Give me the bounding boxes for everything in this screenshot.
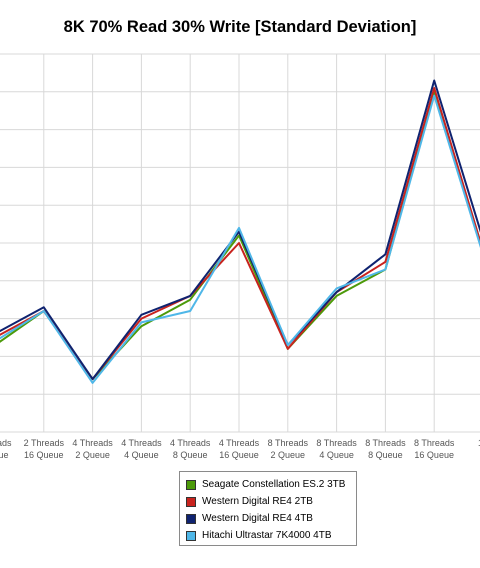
x-tick-label: 16 Queue bbox=[24, 450, 64, 460]
legend-swatch bbox=[186, 513, 196, 524]
x-tick-label: 4 Queue bbox=[319, 450, 354, 460]
x-tick-label: 2 Queue bbox=[271, 450, 306, 460]
series-line bbox=[0, 79, 480, 381]
series-line bbox=[0, 94, 480, 384]
legend-item: Seagate Constellation ES.2 3TB bbox=[186, 476, 356, 493]
series-lines bbox=[0, 79, 480, 384]
x-tick-labels: Threads Queue 2 Threads 16 Queue 4 Threads 2 … bbox=[0, 438, 480, 460]
x-tick-label: 8 Threads bbox=[414, 438, 455, 448]
legend-item: Hitachi Ultrastar 7K4000 4TB bbox=[186, 527, 356, 544]
x-tick-label: 8 Threads bbox=[268, 438, 309, 448]
legend-label: Hitachi Ultrastar 7K4000 4TB bbox=[202, 530, 332, 541]
legend-item: Western Digital RE4 4TB bbox=[186, 510, 356, 527]
legend-swatch bbox=[186, 530, 196, 541]
x-tick-label: 2 Queue bbox=[75, 450, 110, 460]
x-tick-label: 4 Threads bbox=[72, 438, 113, 448]
x-tick-label: 16 Queue bbox=[414, 450, 454, 460]
legend: Seagate Constellation ES.2 3TB Western Di… bbox=[179, 471, 357, 546]
x-tick-label: 4 Threads bbox=[170, 438, 211, 448]
x-tick-label: 8 Threads bbox=[316, 438, 357, 448]
legend-swatch bbox=[186, 479, 196, 490]
x-tick-label: 4 Queue bbox=[124, 450, 159, 460]
x-tick-label: 8 Threads bbox=[365, 438, 406, 448]
x-tick-label: 4 Threads bbox=[121, 438, 162, 448]
x-tick-label: 16 Queue bbox=[219, 450, 259, 460]
x-tick-label: 8 Queue bbox=[368, 450, 403, 460]
x-tick-label: Queue bbox=[0, 450, 9, 460]
x-tick-label: 4 Threads bbox=[219, 438, 260, 448]
x-tick-label: 16 bbox=[478, 438, 480, 448]
legend-label: Western Digital RE4 4TB bbox=[202, 513, 313, 524]
legend-swatch bbox=[186, 496, 196, 507]
x-tick-label: 2 Threads bbox=[24, 438, 65, 448]
legend-item: Western Digital RE4 2TB bbox=[186, 493, 356, 510]
legend-label: Western Digital RE4 2TB bbox=[202, 496, 313, 507]
grid bbox=[0, 53, 480, 433]
chart-title: 8K 70% Read 30% Write [Standard Deviatio… bbox=[63, 18, 417, 36]
legend-label: Seagate Constellation ES.2 3TB bbox=[202, 479, 346, 490]
x-tick-label: Threads bbox=[0, 438, 12, 448]
x-tick-label: 8 Queue bbox=[173, 450, 208, 460]
